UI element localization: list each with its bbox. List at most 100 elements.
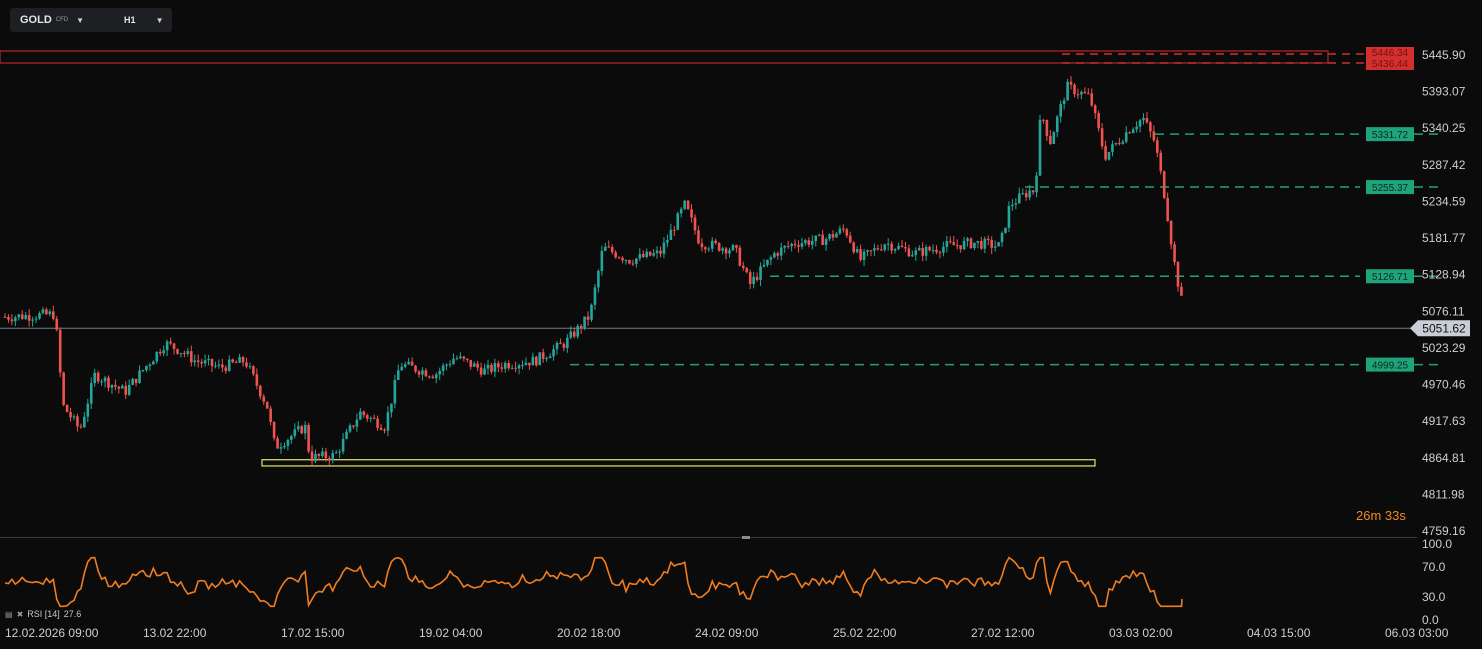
candle-body xyxy=(559,342,562,345)
candle-body xyxy=(441,365,445,371)
candle-body xyxy=(1145,118,1149,123)
candle xyxy=(931,244,935,255)
candle xyxy=(141,369,145,373)
candle xyxy=(807,237,811,248)
pane-divider-handle[interactable] xyxy=(742,536,750,539)
candle-body xyxy=(566,337,569,349)
resistance-tag-label: 5446.34 xyxy=(1372,48,1409,59)
time-axis[interactable]: 12.02.2026 09:00 13.02 22:00 17.02 15:00 19… xyxy=(5,626,1449,640)
candle-body xyxy=(662,242,666,254)
candle-body xyxy=(928,247,931,251)
current-price-tag[interactable]: 5051.62 xyxy=(1410,320,1470,337)
rsi-pane: 100.0 70.0 30.0 0.0 xyxy=(4,537,1452,627)
candle xyxy=(41,306,45,315)
candle xyxy=(880,243,883,252)
candle-body xyxy=(65,404,69,413)
candle xyxy=(1100,123,1104,150)
candle-body xyxy=(459,356,462,359)
candle xyxy=(334,449,338,454)
candle xyxy=(224,365,228,374)
candle-body xyxy=(1021,193,1025,195)
candle xyxy=(1121,139,1125,145)
candle xyxy=(472,361,476,367)
candle xyxy=(531,352,535,366)
candle xyxy=(1149,120,1152,138)
candle xyxy=(1021,188,1025,195)
candle xyxy=(1138,118,1142,133)
candle-body xyxy=(1097,113,1100,129)
candle-body xyxy=(990,240,993,248)
candle-body xyxy=(610,247,614,253)
candle xyxy=(1173,241,1176,266)
candle xyxy=(48,309,52,317)
candle xyxy=(831,230,835,241)
candle-body xyxy=(831,234,835,238)
candle xyxy=(641,250,645,258)
candle xyxy=(648,251,652,257)
candle-body xyxy=(669,229,673,240)
rsi-tick-label: 100.0 xyxy=(1422,537,1452,551)
candle xyxy=(635,258,638,268)
candle xyxy=(65,404,69,413)
candle xyxy=(390,403,393,418)
candle xyxy=(1028,184,1031,201)
candle xyxy=(307,422,310,454)
candle xyxy=(62,371,65,407)
caret-down-icon[interactable]: ▼ xyxy=(155,15,164,25)
price-tick-label: 5234.59 xyxy=(1422,194,1466,208)
candle-body xyxy=(1038,119,1042,176)
candle-body xyxy=(1180,286,1183,296)
candle-body xyxy=(759,266,762,280)
candle xyxy=(393,374,397,409)
candle-body xyxy=(952,242,956,246)
price-axis[interactable]: 5445.90 5393.07 5340.25 5287.42 5234.59 5181.… xyxy=(1422,48,1466,538)
candle-body xyxy=(921,247,924,256)
price-level-tag[interactable]: 4999.25 xyxy=(1366,357,1414,372)
candle-body xyxy=(900,245,904,248)
candle-body xyxy=(62,372,65,405)
current-price-tag-bg xyxy=(1410,320,1470,337)
candle-body xyxy=(493,363,497,372)
symbol-toolbar: GOLD CFD ▼ H1 ▼ xyxy=(10,8,172,32)
candle xyxy=(535,355,538,368)
candle-body xyxy=(76,416,79,427)
candle-body xyxy=(855,249,859,253)
price-level-tag[interactable]: 5331.72 xyxy=(1366,127,1414,142)
candle-body xyxy=(824,239,828,245)
candle-body xyxy=(538,352,542,366)
price-tick-label: 5023.29 xyxy=(1422,341,1466,355)
candle-body xyxy=(100,381,103,383)
candle-body xyxy=(400,366,404,371)
caret-down-icon[interactable]: ▼ xyxy=(76,15,85,25)
candle-body xyxy=(252,366,255,375)
candle xyxy=(155,351,159,364)
support-zone[interactable] xyxy=(261,459,1096,467)
candle-body xyxy=(562,344,566,349)
candle xyxy=(290,434,293,444)
candle xyxy=(45,307,48,316)
resistance-zone[interactable] xyxy=(0,50,1329,64)
candle-body xyxy=(152,361,155,365)
candle-body xyxy=(262,396,266,402)
candle xyxy=(324,448,328,462)
symbol-selector[interactable]: GOLD xyxy=(20,14,52,26)
close-icon[interactable]: ✖ xyxy=(16,609,24,619)
timeframe-selector[interactable]: H1 xyxy=(124,15,136,25)
candle xyxy=(845,227,849,238)
candle-body xyxy=(1024,193,1028,198)
candle-body xyxy=(697,230,700,244)
price-level-tag[interactable]: 5255.37 xyxy=(1366,180,1414,195)
candle-body xyxy=(959,245,962,250)
candle xyxy=(566,334,569,353)
candle-body xyxy=(497,363,500,368)
candle xyxy=(752,271,755,289)
price-level-tag[interactable]: 5126.71 xyxy=(1366,269,1414,284)
indicator-settings-icon[interactable]: ▤ xyxy=(5,609,13,619)
candle xyxy=(72,414,76,421)
level-tag-label: 5331.72 xyxy=(1372,130,1409,141)
candle-body xyxy=(886,243,890,245)
candle-body xyxy=(334,452,338,454)
candle xyxy=(521,360,524,370)
